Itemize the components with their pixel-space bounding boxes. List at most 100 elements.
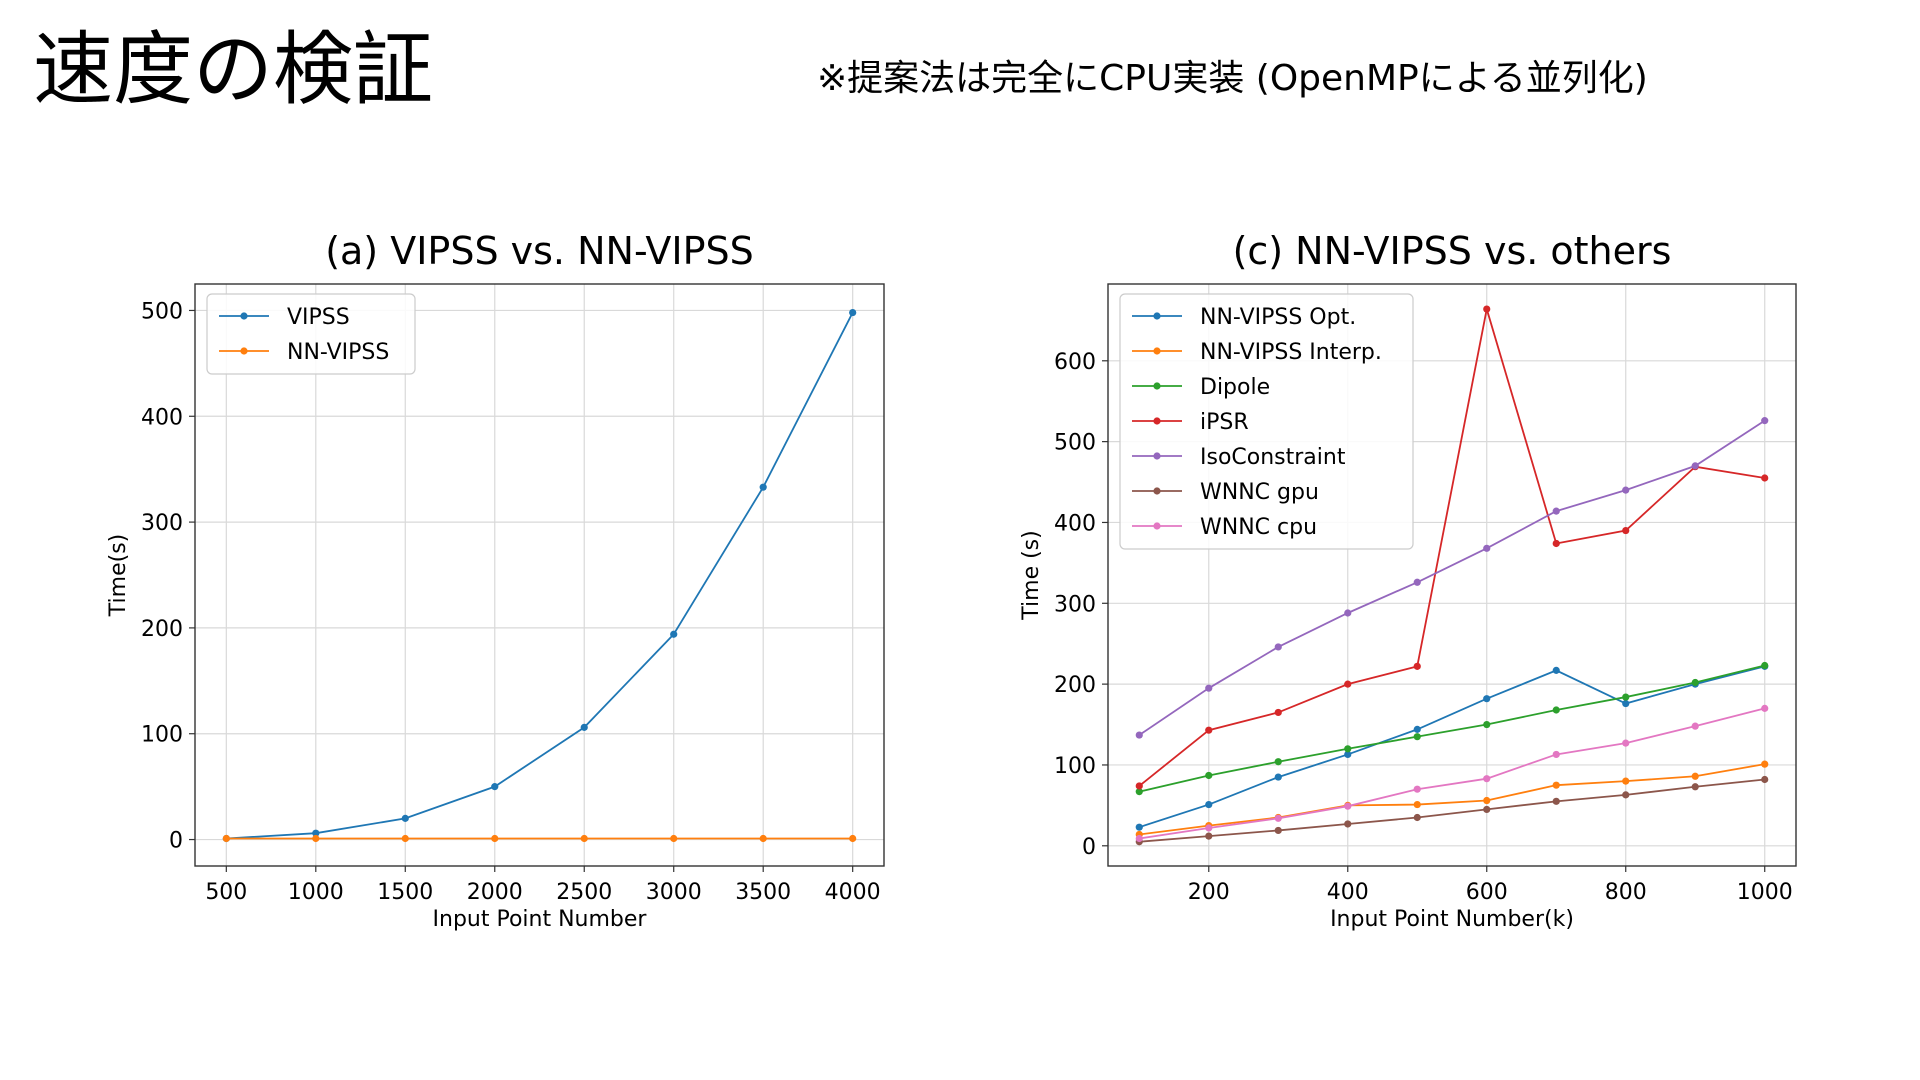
data-point (1761, 661, 1769, 670)
x-axis-label: Input Point Number (433, 907, 648, 932)
x-tick-label: 1000 (1737, 880, 1793, 905)
data-point (1483, 544, 1491, 552)
y-tick-label: 0 (1082, 835, 1096, 860)
data-point (1622, 693, 1630, 701)
data-point (580, 834, 588, 843)
plot-frame (194, 283, 885, 867)
data-point (401, 834, 409, 843)
y-tick-label: 300 (141, 511, 183, 536)
data-point (1344, 750, 1352, 759)
data-point (1552, 666, 1560, 674)
y-tick-label: 100 (1054, 754, 1096, 779)
data-point (1205, 800, 1213, 809)
y-tick-label: 400 (1054, 511, 1096, 536)
data-point (759, 483, 767, 491)
data-point (1413, 725, 1421, 733)
y-tick-label: 100 (141, 723, 183, 748)
data-point (1344, 820, 1352, 828)
data-point (1135, 823, 1143, 831)
y-tick-label: 500 (1054, 431, 1096, 456)
y-tick-label: 300 (1054, 592, 1096, 617)
x-tick-label: 800 (1605, 880, 1647, 905)
legend-marker (1153, 452, 1161, 460)
legend-label: IsoConstraint (1200, 445, 1346, 470)
slide-title: 速度の検証 (33, 23, 433, 116)
data-point (491, 783, 499, 791)
legend-label: NN-VIPSS Interp. (1200, 340, 1382, 365)
data-point (1483, 805, 1491, 814)
legend-marker (1153, 522, 1161, 530)
data-point (1483, 720, 1491, 729)
data-point (1135, 834, 1143, 843)
data-point (312, 834, 320, 843)
legend-marker (1153, 417, 1161, 425)
data-point (1483, 775, 1491, 783)
series-line-dipole (1139, 664, 1765, 793)
y-tick-label: 500 (141, 299, 183, 324)
data-point (1622, 777, 1630, 785)
data-point (1552, 507, 1560, 515)
legend-label: VIPSS (287, 305, 350, 330)
legend-label: NN-VIPSS Opt. (1200, 305, 1356, 330)
x-tick-label: 2500 (556, 880, 612, 905)
data-point (1413, 813, 1421, 822)
legend-box (1119, 293, 1414, 550)
data-point (1413, 785, 1421, 793)
data-point (1205, 684, 1213, 692)
data-point (759, 834, 767, 843)
legend-box (206, 293, 416, 375)
data-point (1691, 783, 1699, 791)
legend-marker (1153, 312, 1161, 320)
slide-note: ※提案法は完全にCPU実装 (OpenMPによる並列化) (817, 58, 1648, 99)
data-point (1135, 782, 1143, 790)
data-point (312, 829, 320, 837)
data-point (1622, 699, 1630, 708)
data-point (1274, 758, 1282, 766)
plot-frame (1107, 283, 1797, 867)
series-line-ipsr (1138, 308, 1765, 787)
data-point (1344, 802, 1352, 810)
x-tick-label: 500 (205, 880, 247, 905)
x-tick-label: 600 (1466, 880, 1508, 905)
data-point (1274, 773, 1282, 781)
x-tick-label: 3500 (735, 880, 791, 905)
data-point (1413, 662, 1421, 670)
data-point (1761, 760, 1769, 768)
y-tick-label: 400 (141, 405, 183, 430)
legend-marker (1153, 347, 1161, 355)
data-point (222, 834, 230, 843)
data-point (1205, 832, 1213, 840)
data-point (1413, 800, 1421, 809)
legend-marker (1153, 487, 1161, 495)
data-point (580, 723, 588, 731)
legend-marker (240, 312, 248, 320)
data-point (1344, 745, 1352, 753)
data-point (1344, 609, 1352, 617)
x-axis-label: Input Point Number(k) (1330, 907, 1574, 932)
y-tick-label: 200 (1054, 673, 1096, 698)
data-point (1135, 731, 1143, 739)
data-point (1552, 750, 1560, 759)
chart-title: (c) NN-VIPSS vs. others (1233, 229, 1672, 273)
data-point (1761, 417, 1769, 425)
data-point (1483, 695, 1491, 703)
data-point (1552, 797, 1560, 805)
x-tick-label: 1500 (377, 880, 433, 905)
data-point (1622, 739, 1630, 747)
data-point (1135, 788, 1143, 796)
data-point (1274, 643, 1282, 651)
series-line-nn-vipss-interp- (1139, 763, 1765, 836)
data-point (1344, 680, 1352, 688)
data-point (670, 630, 678, 638)
legend-label: Dipole (1200, 375, 1270, 400)
chart-title: (a) VIPSS vs. NN-VIPSS (325, 229, 754, 273)
series-line-isoconstraint (1138, 419, 1766, 736)
x-tick-label: 2000 (467, 880, 523, 905)
chart-a: (a) VIPSS vs. NN-VIPSS 500 1000 1500 2000 250… (106, 229, 885, 932)
data-point (1761, 474, 1769, 482)
data-point (1552, 706, 1560, 714)
x-tick-label: 3000 (646, 880, 702, 905)
x-tick-label: 1000 (288, 880, 344, 905)
data-point (491, 834, 499, 843)
